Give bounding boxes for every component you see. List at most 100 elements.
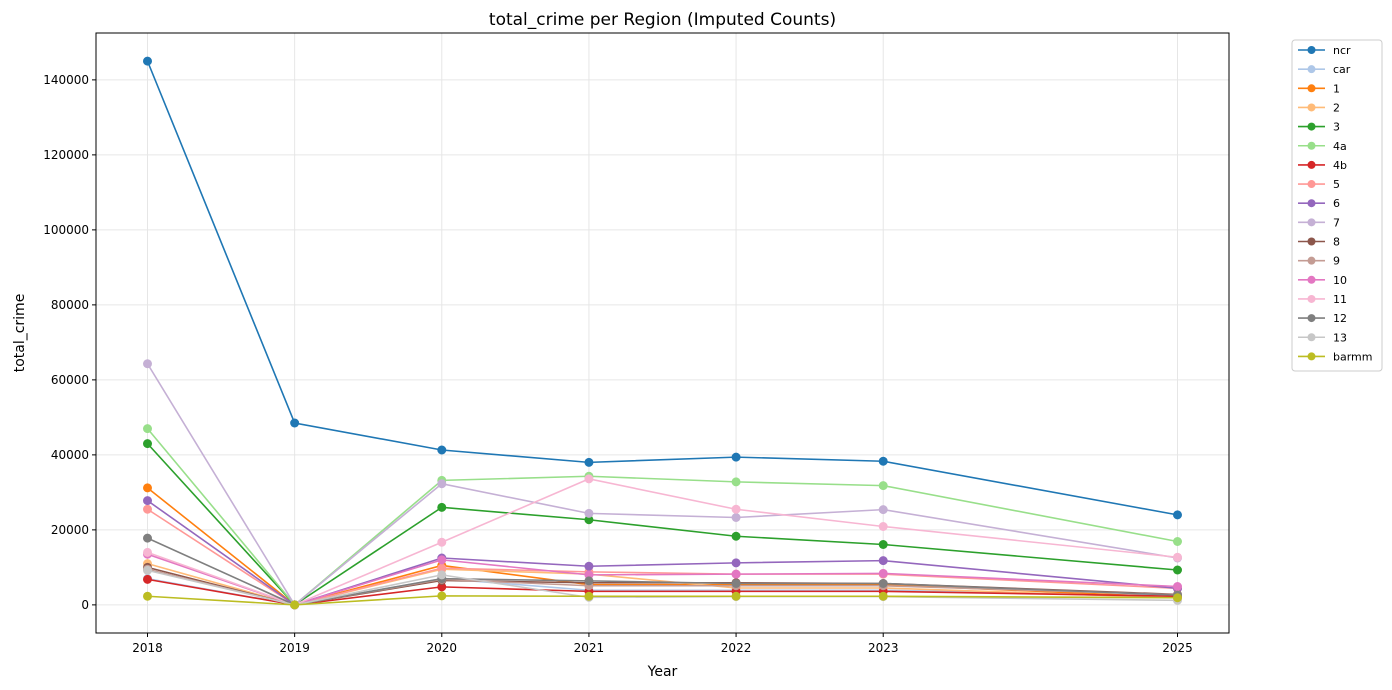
y-tick-label: 100000 xyxy=(43,223,89,237)
legend-swatch-marker xyxy=(1307,160,1316,169)
legend-entry-4b: 4b xyxy=(1298,159,1347,172)
data-point-4b xyxy=(143,574,152,584)
legend-entry-3: 3 xyxy=(1298,121,1340,134)
legend-entry-4a: 4a xyxy=(1298,140,1347,153)
legend-entry-barmm: barmm xyxy=(1298,350,1372,363)
legend-label: barmm xyxy=(1333,350,1372,363)
legend-swatch-marker xyxy=(1307,122,1316,131)
data-point-3 xyxy=(437,502,447,512)
data-point-11 xyxy=(437,537,447,547)
data-point-4a xyxy=(1173,537,1182,546)
series-line-7 xyxy=(146,363,1178,607)
legend-label: 10 xyxy=(1333,274,1347,287)
legend-swatch-marker xyxy=(1307,352,1316,361)
legend-entry-6: 6 xyxy=(1298,197,1340,210)
data-point-ncr xyxy=(584,457,594,467)
legend-label: 11 xyxy=(1333,293,1347,306)
legend-entry-1: 1 xyxy=(1298,82,1340,95)
legend-entry-11: 11 xyxy=(1298,293,1347,306)
legend-swatch-marker xyxy=(1307,294,1316,303)
axis-ticks: 2018 2019 2020 2021 2022 2023 2025 0 20000 40000 6… xyxy=(43,73,1193,655)
data-point-13 xyxy=(143,565,152,575)
data-point-3 xyxy=(1173,565,1182,575)
x-tick-label: 2021 xyxy=(574,641,605,655)
legend-swatch-marker xyxy=(1307,333,1316,342)
data-point-ncr xyxy=(143,56,152,66)
data-point-barmm xyxy=(1173,593,1182,603)
grid-lines xyxy=(96,33,1229,633)
legend-swatch-marker xyxy=(1307,46,1316,54)
legend-swatch-marker xyxy=(1307,84,1316,93)
data-point-ncr xyxy=(437,445,447,455)
data-point-barmm xyxy=(731,591,741,601)
chart-title: total_crime per Region (Imputed Counts) xyxy=(489,10,836,30)
data-point-ncr xyxy=(290,418,300,428)
data-point-4b xyxy=(437,582,447,592)
data-point-barmm xyxy=(584,591,594,601)
data-point-ncr xyxy=(878,456,888,466)
legend-label: 9 xyxy=(1333,255,1340,268)
y-tick-label: 60000 xyxy=(51,373,89,387)
data-point-6 xyxy=(878,556,888,566)
y-tick-label: 40000 xyxy=(51,448,89,462)
data-point-7 xyxy=(437,479,447,489)
data-point-6 xyxy=(584,561,594,571)
legend-label: 3 xyxy=(1333,121,1340,134)
data-point-1 xyxy=(143,483,152,493)
legend-entry-7: 7 xyxy=(1298,216,1340,229)
series-7 xyxy=(143,359,1182,610)
legend-entry-2: 2 xyxy=(1298,101,1340,114)
legend-frame xyxy=(1291,39,1383,372)
data-point-6 xyxy=(143,496,152,506)
x-tick-label: 2023 xyxy=(868,641,899,655)
data-point-12 xyxy=(584,576,594,586)
data-point-barmm xyxy=(143,591,152,601)
data-point-5 xyxy=(143,504,152,514)
legend-label: 6 xyxy=(1333,197,1340,210)
data-point-7 xyxy=(878,505,888,515)
data-point-ncr xyxy=(731,452,741,462)
legend-label: 4a xyxy=(1333,140,1347,153)
data-point-7 xyxy=(731,513,741,522)
y-tick-label: 120000 xyxy=(43,148,89,162)
y-axis-title: total_crime xyxy=(12,294,28,373)
x-tick-label: 2022 xyxy=(721,641,752,655)
legend-swatch-marker xyxy=(1307,256,1316,265)
series-line-1 xyxy=(147,487,1178,606)
legend-label: 7 xyxy=(1333,216,1340,229)
data-point-11 xyxy=(584,474,594,484)
legend-entry-8: 8 xyxy=(1298,236,1340,249)
data-point-3 xyxy=(731,531,741,541)
data-point-7 xyxy=(143,359,152,369)
legend-label: 13 xyxy=(1333,331,1347,344)
legend-label: 4b xyxy=(1333,159,1347,172)
data-point-10 xyxy=(878,568,888,578)
series-barmm xyxy=(143,591,1182,610)
data-point-4a xyxy=(143,424,152,434)
legend-label: ncr xyxy=(1333,44,1351,57)
legend-entry-9: 9 xyxy=(1298,255,1340,268)
y-tick-label: 80000 xyxy=(51,298,89,312)
legend-swatch-marker xyxy=(1307,314,1316,323)
legend-label: 12 xyxy=(1333,312,1347,325)
data-point-11 xyxy=(143,547,152,557)
data-point-3 xyxy=(143,439,152,449)
legend-swatch-marker xyxy=(1307,275,1316,284)
data-point-13 xyxy=(437,570,447,580)
data-point-11 xyxy=(878,522,888,531)
legend-swatch-marker xyxy=(1307,218,1316,227)
legend-swatch-marker xyxy=(1307,180,1316,189)
data-point-4a xyxy=(731,477,741,487)
data-point-11 xyxy=(1173,552,1182,562)
data-point-12 xyxy=(731,579,741,588)
legend-entry-12: 12 xyxy=(1298,312,1347,325)
legend-entry-5: 5 xyxy=(1298,178,1340,191)
y-tick-label: 140000 xyxy=(43,73,89,87)
series-line-ncr xyxy=(146,60,1178,516)
data-point-5 xyxy=(437,563,447,573)
legend-entry-13: 13 xyxy=(1298,331,1347,344)
data-point-10 xyxy=(731,569,741,579)
y-tick-label: 20000 xyxy=(51,523,89,537)
